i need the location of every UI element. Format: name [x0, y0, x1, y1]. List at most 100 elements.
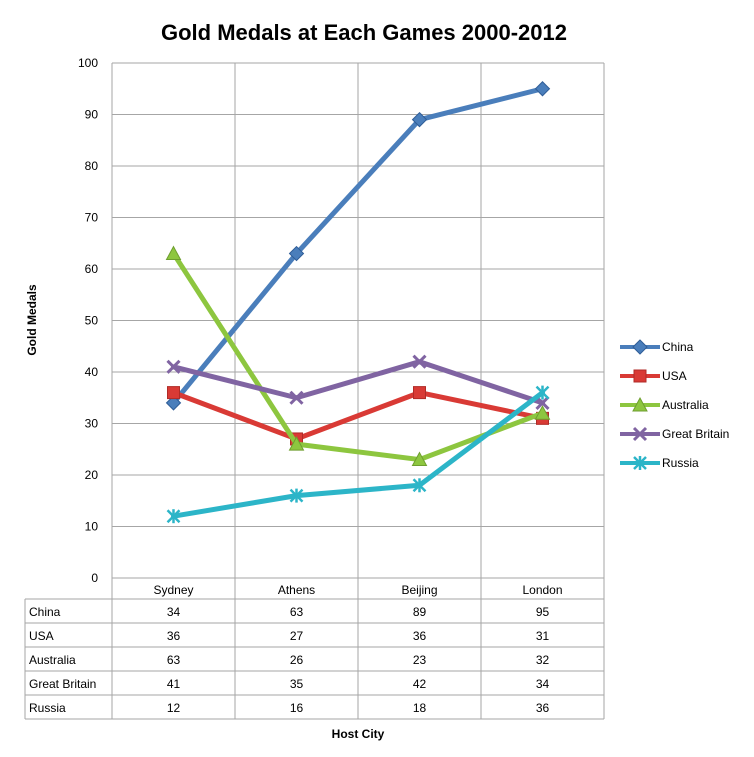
gridlines — [111, 62, 605, 719]
y-tick-label: 20 — [85, 468, 99, 482]
legend-marker — [632, 396, 648, 412]
x-marker-stroke — [535, 395, 550, 410]
legend-label: USA — [662, 369, 687, 383]
table-row-label: China — [29, 605, 61, 619]
legend-marker — [633, 456, 647, 470]
data-point-great-britain — [289, 390, 304, 405]
legend-label: Russia — [662, 456, 699, 470]
legend-item-great-britain: Great Britain — [620, 426, 729, 442]
data-point-australia — [534, 405, 551, 420]
table-row-label: Great Britain — [29, 677, 96, 691]
table-cell: 12 — [167, 701, 181, 715]
data-point-china — [165, 395, 182, 411]
data-point-china — [411, 111, 428, 128]
triangle-marker — [288, 436, 305, 451]
series-line-china — [171, 86, 545, 406]
series-line-russia — [171, 390, 545, 519]
triangle-marker — [632, 396, 648, 412]
series-line-great-britain — [171, 359, 545, 406]
series-lines — [165, 81, 551, 524]
data-point-russia — [289, 488, 304, 503]
legend-item-russia: Russia — [620, 456, 699, 470]
data-point-usa — [167, 386, 180, 400]
square-marker — [633, 369, 647, 383]
legend-marker — [632, 339, 648, 355]
diamond-marker — [411, 111, 428, 128]
legend-marker — [632, 426, 648, 442]
table-cell: 16 — [290, 701, 304, 715]
data-point-russia — [412, 478, 427, 493]
data-point-great-britain — [535, 395, 550, 410]
table-cell: 36 — [413, 629, 427, 643]
data-point-china — [288, 245, 305, 262]
data-point-australia — [288, 436, 305, 451]
table-cell: 18 — [413, 701, 427, 715]
table-cell: 36 — [167, 629, 181, 643]
data-point-russia — [535, 385, 550, 400]
table-cell: 23 — [413, 653, 427, 667]
legend-label: Great Britain — [662, 427, 729, 441]
diamond-marker — [534, 81, 551, 97]
legend-marker — [633, 369, 647, 383]
y-tick-label: 30 — [85, 417, 99, 431]
diamond-marker — [165, 395, 182, 411]
axes: 0 10 20 30 40 50 60 70 80 90 100 Sydney Athens Beijin… — [78, 56, 563, 597]
legend: China USA Australia Great Britain Russia — [620, 339, 729, 470]
x-tick-label: Beijing — [401, 583, 437, 597]
square-marker — [413, 386, 426, 400]
table-cell: 35 — [290, 677, 304, 691]
data-point-russia — [166, 509, 181, 524]
legend-label: China — [662, 340, 694, 354]
legend-item-china: China — [620, 339, 694, 355]
data-point-china — [534, 81, 551, 97]
data-point-australia — [165, 245, 182, 261]
table-cell: 63 — [167, 653, 181, 667]
table-cell: 34 — [167, 605, 181, 619]
y-tick-label: 100 — [78, 56, 98, 70]
data-table: China 34 63 89 95 USA 36 27 36 31 Australia 63 26 23 3… — [24, 598, 604, 720]
table-cell: 32 — [536, 653, 550, 667]
table-cell: 31 — [536, 629, 550, 643]
x-marker-stroke — [289, 390, 304, 405]
x-marker-stroke — [632, 426, 648, 442]
x-tick-label: Athens — [278, 583, 315, 597]
y-tick-label: 90 — [85, 108, 99, 122]
y-tick-label: 0 — [91, 571, 98, 585]
table-cell: 63 — [290, 605, 304, 619]
data-point-usa — [413, 386, 426, 400]
diamond-marker — [288, 245, 305, 262]
square-marker — [167, 386, 180, 400]
triangle-marker — [411, 451, 428, 467]
x-tick-label: Sydney — [153, 583, 193, 597]
diamond-marker — [632, 339, 648, 355]
table-cell: 26 — [290, 653, 304, 667]
x-axis-label: Host City — [332, 727, 385, 741]
y-tick-label: 10 — [85, 520, 99, 534]
table-row-label: USA — [29, 629, 54, 643]
y-axis-label: Gold Medals — [25, 284, 39, 356]
y-tick-label: 50 — [85, 314, 99, 328]
table-cell: 34 — [536, 677, 550, 691]
chart-title: Gold Medals at Each Games 2000-2012 — [161, 20, 567, 45]
legend-item-australia: Australia — [620, 396, 709, 412]
legend-item-usa: USA — [620, 369, 687, 383]
y-tick-label: 80 — [85, 159, 99, 173]
table-cell: 95 — [536, 605, 550, 619]
table-cell: 36 — [536, 701, 550, 715]
table-cell: 42 — [413, 677, 427, 691]
table-cell: 27 — [290, 629, 304, 643]
y-tick-label: 60 — [85, 262, 99, 276]
x-tick-label: London — [522, 583, 562, 597]
table-row-label: Australia — [29, 653, 76, 667]
y-tick-label: 70 — [85, 211, 99, 225]
data-point-great-britain — [412, 354, 427, 369]
data-point-australia — [411, 451, 428, 467]
table-cell: 41 — [167, 677, 181, 691]
series-line-usa — [171, 390, 545, 442]
x-marker-stroke — [412, 354, 427, 369]
legend-label: Australia — [662, 398, 709, 412]
table-row-label: Russia — [29, 701, 66, 715]
x-marker-stroke — [166, 359, 181, 374]
table-cell: 89 — [413, 605, 427, 619]
